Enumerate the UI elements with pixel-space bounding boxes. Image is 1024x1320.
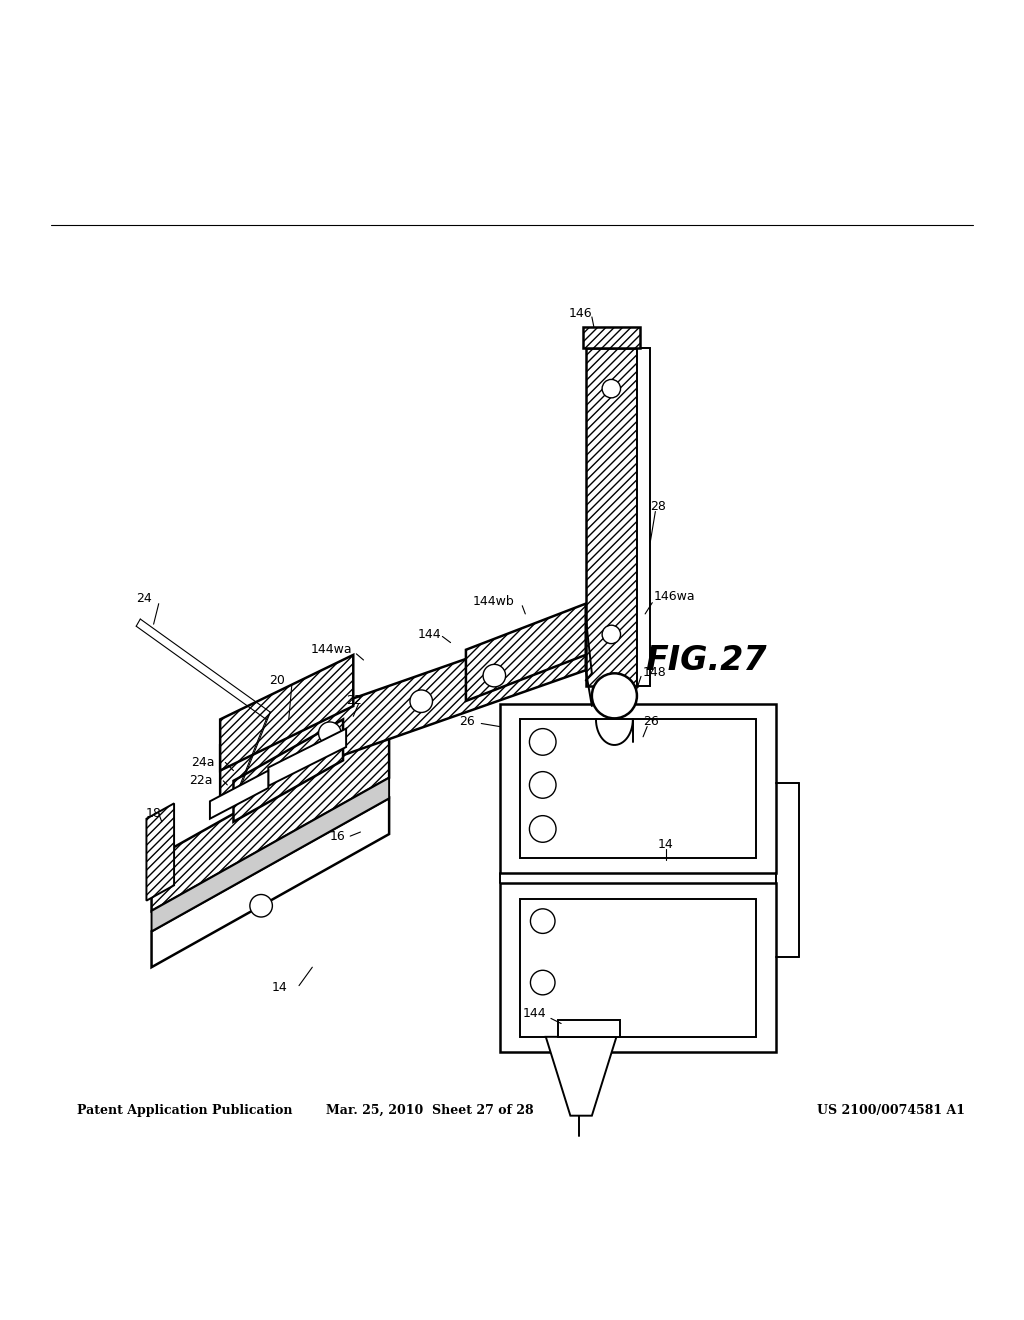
Text: 146: 146: [568, 308, 592, 321]
Text: 16: 16: [330, 830, 345, 842]
Circle shape: [592, 673, 637, 718]
Bar: [520, 719, 756, 858]
Polygon shape: [152, 799, 389, 968]
Bar: [520, 899, 756, 1036]
Text: 22a: 22a: [189, 775, 213, 787]
Circle shape: [602, 379, 621, 397]
Polygon shape: [268, 729, 346, 785]
Text: 22: 22: [346, 694, 361, 708]
Text: 28: 28: [650, 500, 667, 513]
Circle shape: [529, 772, 556, 799]
Circle shape: [529, 816, 556, 842]
Text: 146wa: 146wa: [653, 590, 695, 603]
Text: US 2100/0074581 A1: US 2100/0074581 A1: [817, 1104, 965, 1117]
Polygon shape: [546, 1036, 616, 1115]
Circle shape: [250, 895, 272, 917]
Text: Patent Application Publication: Patent Application Publication: [77, 1104, 292, 1117]
Bar: [500, 883, 776, 1052]
Circle shape: [318, 722, 341, 744]
Text: 148: 148: [643, 665, 667, 678]
Circle shape: [602, 626, 621, 644]
Text: 24a: 24a: [191, 756, 215, 768]
Text: FIG.27: FIG.27: [645, 644, 767, 676]
Text: 14: 14: [657, 838, 673, 851]
Polygon shape: [220, 655, 353, 771]
Circle shape: [530, 970, 555, 995]
Text: 18: 18: [145, 807, 162, 820]
Polygon shape: [220, 616, 586, 799]
Polygon shape: [586, 347, 637, 685]
Polygon shape: [233, 719, 343, 822]
Circle shape: [530, 909, 555, 933]
Polygon shape: [466, 603, 586, 701]
Text: 144: 144: [522, 1007, 546, 1020]
Text: 144wa: 144wa: [310, 643, 352, 656]
Text: 144wb: 144wb: [473, 595, 515, 609]
Text: 144: 144: [418, 628, 441, 642]
Polygon shape: [637, 347, 650, 685]
Text: 26: 26: [643, 715, 658, 727]
Polygon shape: [146, 804, 174, 900]
Text: 24: 24: [136, 593, 152, 605]
Bar: [558, 1020, 620, 1036]
Polygon shape: [152, 777, 389, 932]
Text: Mar. 25, 2010  Sheet 27 of 28: Mar. 25, 2010 Sheet 27 of 28: [327, 1104, 534, 1117]
Polygon shape: [210, 771, 268, 818]
Circle shape: [483, 664, 506, 686]
Polygon shape: [152, 726, 389, 911]
Text: 20: 20: [269, 675, 286, 686]
Circle shape: [529, 729, 556, 755]
Polygon shape: [583, 327, 640, 347]
Text: 14: 14: [271, 981, 287, 994]
Circle shape: [410, 690, 432, 713]
Text: 26: 26: [459, 715, 474, 727]
Bar: [500, 704, 776, 873]
